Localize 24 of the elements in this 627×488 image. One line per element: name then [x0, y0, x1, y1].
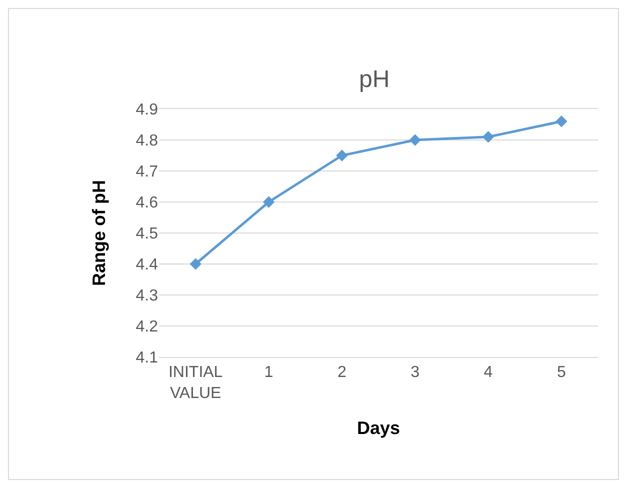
point — [262, 196, 275, 208]
x-axis-title: Days — [356, 418, 400, 438]
x-tick-label: 2 — [337, 364, 346, 382]
x-tick-label: 4 — [484, 364, 493, 382]
point — [556, 116, 568, 128]
x-tick-label: 5 — [556, 364, 566, 382]
x-tick-label: INITIAL VALUE — [168, 364, 223, 402]
point — [190, 258, 202, 270]
y-tick-label: 4.2 — [136, 318, 158, 336]
chart-title: pH — [359, 66, 390, 93]
x-tick-label: 1 — [264, 364, 274, 382]
y-tick-label: 4.8 — [136, 132, 158, 150]
y-axis-title: Range of pH — [88, 180, 109, 286]
point — [409, 134, 421, 146]
y-tick-label: 4.4 — [136, 256, 158, 274]
y-tick-label: 4.7 — [136, 164, 158, 181]
y-tick-label: 4.3 — [136, 288, 158, 305]
x-tick-label: 3 — [410, 364, 420, 382]
y-tick-label: 4.1 — [136, 350, 158, 367]
y-tick-label: 4.5 — [136, 226, 158, 243]
point — [482, 131, 494, 143]
y-tick-label: 4.6 — [136, 194, 158, 212]
point — [336, 150, 348, 162]
y-tick-label: 4.9 — [136, 102, 158, 119]
